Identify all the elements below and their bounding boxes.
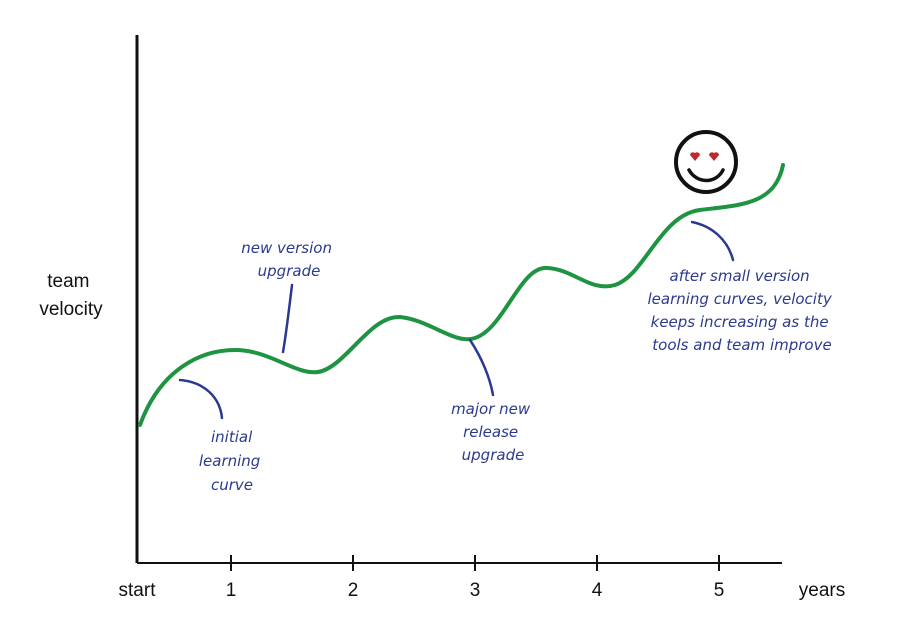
pointer <box>468 338 495 397</box>
annotation-line: initial <box>211 428 253 446</box>
annotation-line: curve <box>211 476 253 494</box>
heart-eye <box>709 152 719 161</box>
annotation-line: major new <box>451 400 531 418</box>
label-line: velocity <box>39 299 103 320</box>
smile <box>687 168 725 183</box>
annotation: after small version learning curves, vel… <box>647 267 836 354</box>
annotation: major new release upgrade <box>451 400 535 464</box>
tick-label: 2 <box>348 580 359 601</box>
y-axis-label: team velocity <box>39 271 103 320</box>
annotation-line: keeps increasing as the <box>651 313 829 331</box>
smiley <box>674 130 738 194</box>
pointer <box>690 220 735 262</box>
annotation-line: after small version <box>670 267 810 285</box>
x-tick-marks <box>230 555 720 571</box>
label-line: team <box>47 271 89 292</box>
annotation-line: tools and team improve <box>652 336 831 354</box>
annotation-line: upgrade <box>258 262 321 280</box>
annotation: new version upgrade <box>241 239 337 280</box>
velocity-curve <box>138 163 785 427</box>
pointer-lines <box>178 220 735 420</box>
pointer <box>178 378 224 420</box>
annotation-line: learning curves, velocity <box>647 290 832 308</box>
x-tick-labels: start 1 2 3 4 5 <box>119 580 725 601</box>
annotation: initial learning curve <box>199 428 265 494</box>
annotation-line: release <box>463 423 518 441</box>
tick-label: 1 <box>226 580 237 601</box>
annotation-line: upgrade <box>462 446 525 464</box>
tick-label: start <box>119 580 157 601</box>
pointer <box>281 283 294 354</box>
annotation-line: learning <box>199 452 260 470</box>
annotation-line: new version <box>241 239 332 257</box>
face <box>674 130 738 194</box>
tick-label: 3 <box>470 580 481 601</box>
x-axis-label: years <box>799 580 845 601</box>
tick-label: 5 <box>714 580 725 601</box>
heart-eye <box>690 152 700 161</box>
tick-label: 4 <box>592 580 603 601</box>
